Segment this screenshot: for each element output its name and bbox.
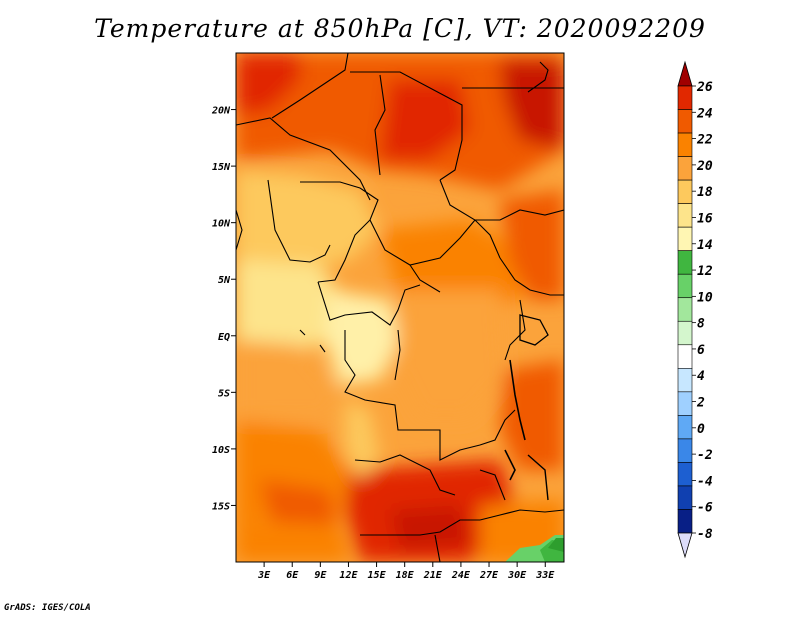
colorbar-box [677,415,693,440]
lat-tick-label: 5N [218,275,231,286]
colorbar-box [677,438,693,463]
colorbar-bottom-arrow [677,532,693,559]
lat-tick-label: 20N [211,106,231,117]
colorbar-box [677,85,693,110]
colorbar-box [677,250,693,275]
lon-tick-label: 12E [339,570,358,581]
colorbar-box [677,320,693,346]
plot-title: Temperature at 850hPa [C], VT: 202009220… [94,14,706,43]
colorbar-label: 20 [696,159,713,174]
lon-tick-label: 33E [535,570,555,581]
longitude-axis: 3E 6E 9E 12E 15E 18E 21E 24E 27E 30E 33E [257,562,555,581]
colorbar-label: 2 [696,396,705,411]
lat-tick-label: 10N [212,219,231,230]
colorbar-box [677,179,693,204]
lat-tick-label: 15S [212,501,230,512]
lon-tick-label: 21E [423,570,443,581]
colorbar-label: 12 [697,264,713,279]
colorbar-box [677,109,693,134]
colorbar-box [677,485,693,510]
colorbar-label: 22 [696,133,713,148]
lon-tick-label: 15E [368,570,387,581]
lon-tick-label: 24E [451,570,471,581]
colorbar-box [677,132,693,157]
map-frame [235,52,565,563]
credit-text: GrADS: IGES/COLA [4,603,91,613]
colorbar-box [677,273,693,299]
colorbar-box [677,297,693,322]
colorbar-box [677,509,693,534]
colorbar-box [677,462,693,487]
colorbar-box [677,391,693,416]
lat-tick-label: 10S [212,445,230,456]
lon-tick-label: 9E [314,570,327,581]
lon-tick-label: 27E [479,570,499,581]
colorbar-top-arrow [677,60,693,87]
lat-tick-label: EQ [218,332,230,343]
colorbar-label: 16 [697,211,713,226]
colorbar-label: 18 [697,185,713,200]
colorbar-label: 14 [697,238,713,253]
colorbar-label: 24 [696,106,713,121]
latitude-axis: 20N 15N 10N 5N EQ 5S 10S 15S [211,106,236,512]
temperature-field [236,53,564,562]
colorbar-label: 8 [697,317,705,332]
colorbar-label: 10 [697,290,713,305]
colorbar-label: 0 [697,422,705,437]
colorbar-label: 6 [697,343,705,358]
lat-tick-label: 15N [212,162,231,173]
colorbar-box [677,203,693,228]
colorbar-label: -6 [697,501,713,516]
lon-tick-label: 18E [396,570,415,581]
lon-tick-label: 3E [257,570,271,581]
colorbar-label: 4 [697,369,705,384]
colorbar-label: -4 [697,474,713,489]
lon-tick-label: 6E [286,570,299,581]
colorbar-box [677,344,693,369]
colorbar-label: -2 [697,448,713,463]
lat-tick-label: 5S [218,388,230,399]
colorbar-box [677,156,693,181]
colorbar-label: -8 [697,527,713,542]
colorbar-label: 26 [696,80,713,95]
lon-tick-label: 30E [507,570,527,581]
colorbar-box [677,368,693,393]
colorbar-box [677,226,693,251]
